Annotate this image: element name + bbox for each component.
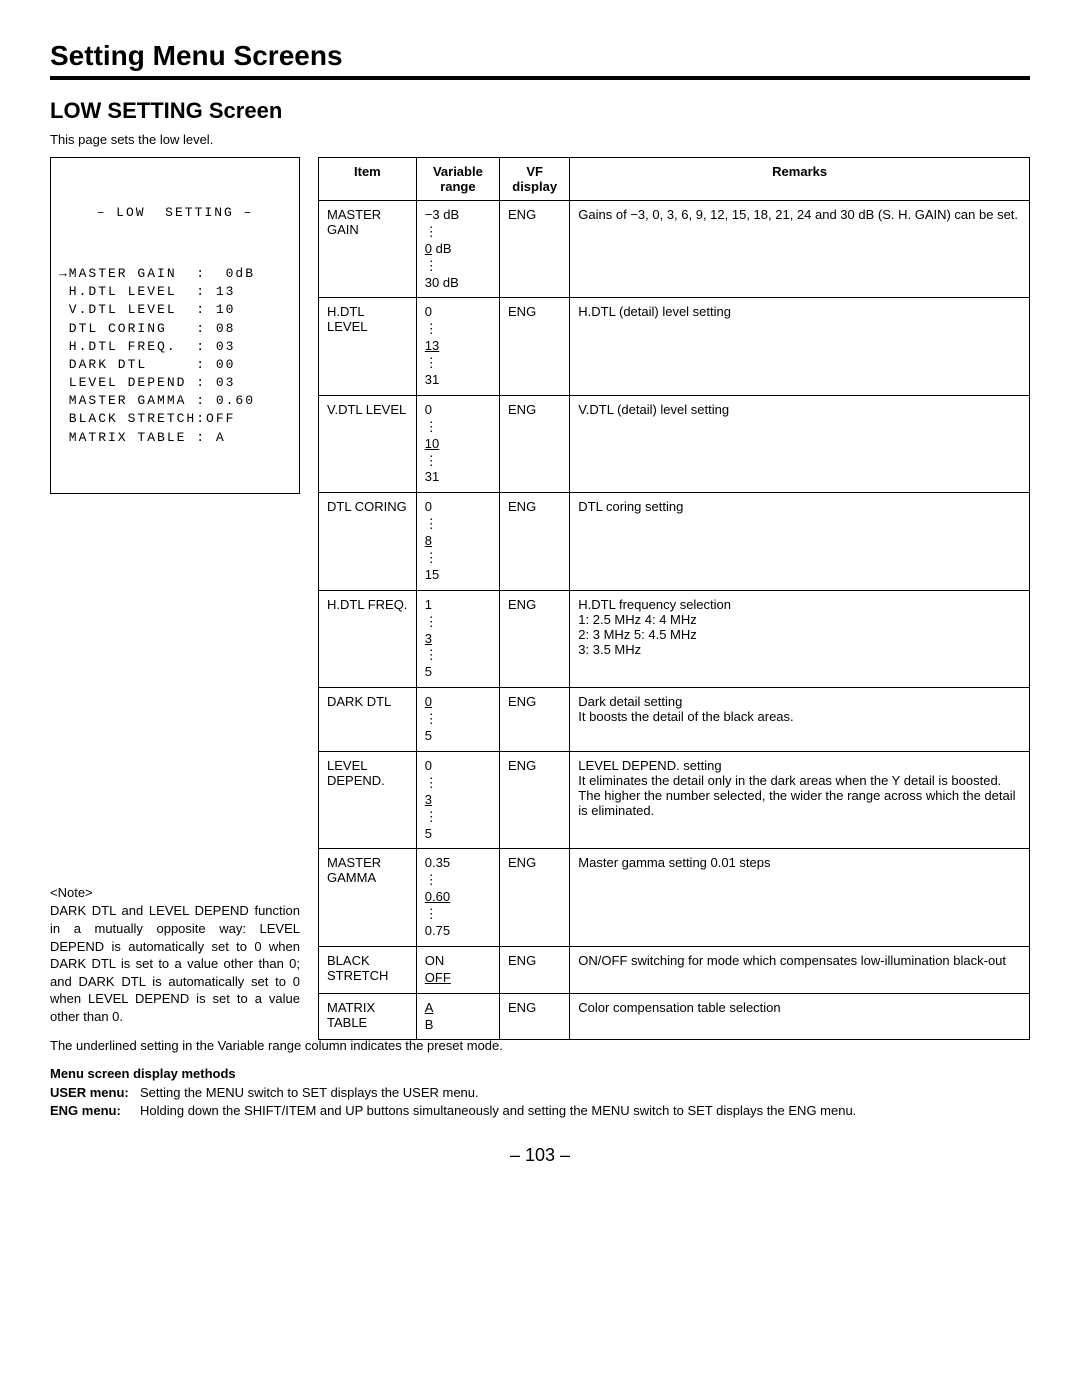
cell-item: LEVEL DEPEND. <box>319 751 417 848</box>
cell-remarks: V.DTL (detail) level setting <box>570 395 1030 492</box>
cell-vf: ENG <box>500 298 570 395</box>
note-head: <Note> <box>50 885 300 900</box>
eng-menu-label: ENG menu: <box>50 1102 140 1120</box>
osd-lines: →MASTER GAIN : 0dB H.DTL LEVEL : 13 V.DT… <box>59 265 291 447</box>
cell-vf: ENG <box>500 993 570 1040</box>
cell-item: DARK DTL <box>319 688 417 752</box>
cell-range: 0⋮10⋮31 <box>416 395 499 492</box>
cell-range: 0⋮13⋮31 <box>416 298 499 395</box>
table-row: MASTER GAIN−3 dB⋮0 dB⋮30 dBENGGains of −… <box>319 201 1030 298</box>
intro-text: This page sets the low level. <box>50 132 1030 147</box>
note-body: DARK DTL and LEVEL DEPEND function in a … <box>50 902 300 1025</box>
osd-line: MASTER GAMMA : 0.60 <box>59 392 291 410</box>
settings-table: Item Variable range VF display Remarks M… <box>318 157 1030 1040</box>
cell-vf: ENG <box>500 751 570 848</box>
cell-item: BLACK STRETCH <box>319 946 417 993</box>
cell-range: 0.35⋮0.60⋮0.75 <box>416 849 499 946</box>
cell-remarks: DTL coring setting <box>570 493 1030 590</box>
table-row: DARK DTL0⋮5ENGDark detail setting It boo… <box>319 688 1030 752</box>
cell-remarks: Gains of −3, 0, 3, 6, 9, 12, 15, 18, 21,… <box>570 201 1030 298</box>
cell-remarks: ON/OFF switching for mode which compensa… <box>570 946 1030 993</box>
osd-line: MATRIX TABLE : A <box>59 429 291 447</box>
osd-line: V.DTL LEVEL : 10 <box>59 301 291 319</box>
cell-vf: ENG <box>500 493 570 590</box>
screen-title: LOW SETTING Screen <box>50 98 1030 124</box>
cell-range: 0⋮5 <box>416 688 499 752</box>
cell-vf: ENG <box>500 395 570 492</box>
table-row: LEVEL DEPEND.0⋮3⋮5ENGLEVEL DEPEND. setti… <box>319 751 1030 848</box>
eng-menu-text: Holding down the SHIFT/ITEM and UP butto… <box>140 1102 1030 1120</box>
cell-remarks: Master gamma setting 0.01 steps <box>570 849 1030 946</box>
th-vf: VF display <box>500 158 570 201</box>
table-row: H.DTL FREQ.1⋮3⋮5ENGH.DTL frequency selec… <box>319 590 1030 687</box>
user-menu-text: Setting the MENU switch to SET displays … <box>140 1084 1030 1102</box>
th-item: Item <box>319 158 417 201</box>
cell-vf: ENG <box>500 849 570 946</box>
th-remarks: Remarks <box>570 158 1030 201</box>
osd-title: – LOW SETTING – <box>59 204 291 222</box>
cell-remarks: Dark detail setting It boosts the detail… <box>570 688 1030 752</box>
osd-line: LEVEL DEPEND : 03 <box>59 374 291 392</box>
cell-range: 1⋮3⋮5 <box>416 590 499 687</box>
table-row: MASTER GAMMA0.35⋮0.60⋮0.75ENGMaster gamm… <box>319 849 1030 946</box>
osd-line: DARK DTL : 00 <box>59 356 291 374</box>
cell-range: ONOFF <box>416 946 499 993</box>
th-range: Variable range <box>416 158 499 201</box>
cell-range: AB <box>416 993 499 1040</box>
cell-range: 0⋮3⋮5 <box>416 751 499 848</box>
table-row: V.DTL LEVEL0⋮10⋮31ENGV.DTL (detail) leve… <box>319 395 1030 492</box>
cell-remarks: Color compensation table selection <box>570 993 1030 1040</box>
table-row: MATRIX TABLEABENGColor compensation tabl… <box>319 993 1030 1040</box>
cell-item: H.DTL LEVEL <box>319 298 417 395</box>
cell-vf: ENG <box>500 201 570 298</box>
osd-line: H.DTL FREQ. : 03 <box>59 338 291 356</box>
osd-line: →MASTER GAIN : 0dB <box>59 265 291 283</box>
cell-item: MASTER GAIN <box>319 201 417 298</box>
cell-item: V.DTL LEVEL <box>319 395 417 492</box>
table-header-row: Item Variable range VF display Remarks <box>319 158 1030 201</box>
methods-head: Menu screen display methods <box>50 1065 1030 1083</box>
user-menu-label: USER menu: <box>50 1084 140 1102</box>
osd-line: DTL CORING : 08 <box>59 320 291 338</box>
osd-line: H.DTL LEVEL : 13 <box>59 283 291 301</box>
title-rule <box>50 76 1030 80</box>
page-number: – 103 – <box>50 1145 1030 1166</box>
cell-vf: ENG <box>500 590 570 687</box>
osd-box: – LOW SETTING – →MASTER GAIN : 0dB H.DTL… <box>50 157 300 494</box>
table-row: DTL CORING0⋮8⋮15ENGDTL coring setting <box>319 493 1030 590</box>
cell-item: H.DTL FREQ. <box>319 590 417 687</box>
osd-line: BLACK STRETCH:OFF <box>59 410 291 428</box>
cell-item: MATRIX TABLE <box>319 993 417 1040</box>
table-row: BLACK STRETCHONOFFENGON/OFF switching fo… <box>319 946 1030 993</box>
cell-range: 0⋮8⋮15 <box>416 493 499 590</box>
table-row: H.DTL LEVEL0⋮13⋮31ENGH.DTL (detail) leve… <box>319 298 1030 395</box>
cell-item: DTL CORING <box>319 493 417 590</box>
cell-range: −3 dB⋮0 dB⋮30 dB <box>416 201 499 298</box>
cell-remarks: LEVEL DEPEND. setting It eliminates the … <box>570 751 1030 848</box>
cell-vf: ENG <box>500 688 570 752</box>
cell-item: MASTER GAMMA <box>319 849 417 946</box>
cell-remarks: H.DTL (detail) level setting <box>570 298 1030 395</box>
cell-vf: ENG <box>500 946 570 993</box>
main-title: Setting Menu Screens <box>50 40 1030 72</box>
cell-remarks: H.DTL frequency selection 1: 2.5 MHz 4: … <box>570 590 1030 687</box>
